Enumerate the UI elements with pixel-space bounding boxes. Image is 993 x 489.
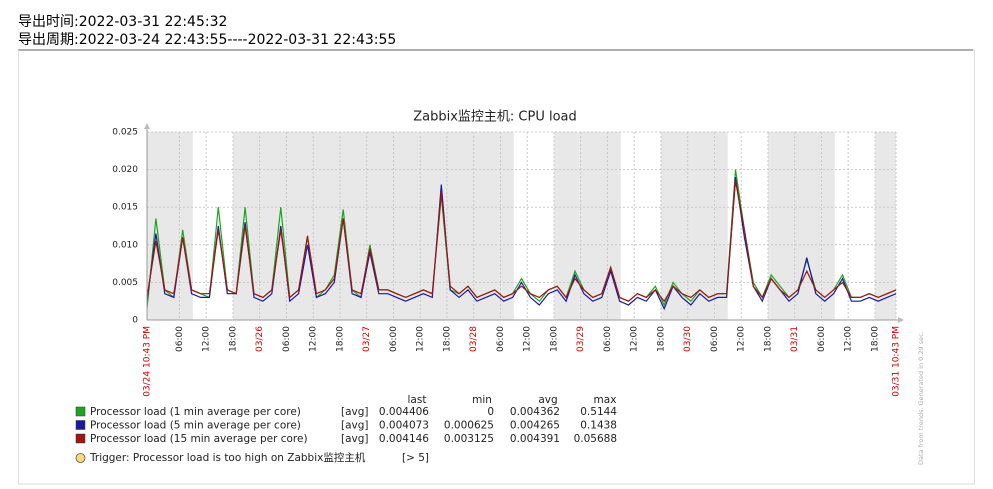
x-tick-label: 18:00 <box>335 326 345 352</box>
x-tick-label: 18:00 <box>870 326 880 352</box>
y-tick-label: 0.005 <box>112 278 138 288</box>
x-tick-label: 06:00 <box>817 326 827 352</box>
legend-max: 0.05688 <box>574 433 617 445</box>
footnote: Data from trends. Generated in 0.29 sec. <box>917 331 925 465</box>
x-tick-label: 03/24 10:43 PM <box>143 326 153 397</box>
legend-last: 0.004146 <box>379 433 429 445</box>
legend-func: [avg] <box>341 433 369 445</box>
x-tick-label: 18:00 <box>228 326 238 352</box>
x-tick-label: 03/31 <box>790 326 800 352</box>
x-arrow <box>898 317 904 323</box>
legend-func: [avg] <box>341 406 369 418</box>
x-tick-label: 06:00 <box>389 326 399 352</box>
legend-swatch <box>75 420 86 430</box>
working-time <box>834 132 875 320</box>
trigger-name: Trigger: Processor load is too high on Z… <box>89 451 366 464</box>
export-time: 导出时间:2022-03-31 22:45:32 <box>18 14 227 30</box>
legend-header: avg <box>538 394 557 406</box>
legend-avg: 0.004265 <box>510 420 560 432</box>
legend-avg: 0.004362 <box>510 406 560 418</box>
legend-name: Processor load (1 min average per core) <box>90 406 301 418</box>
x-tick-label: 03/26 <box>255 326 265 352</box>
legend-min: 0.003125 <box>444 433 494 445</box>
axes <box>144 123 904 323</box>
x-tick-label: 12:00 <box>737 326 747 352</box>
legend-header: last <box>408 394 427 406</box>
x-tick-label: 18:00 <box>763 326 773 352</box>
legend-name: Processor load (5 min average per core) <box>90 420 301 432</box>
x-tick-label: 06:00 <box>710 326 720 352</box>
working-time <box>513 132 554 320</box>
x-tick-label: 12:00 <box>630 326 640 352</box>
x-tick-label: 06:00 <box>175 326 185 352</box>
working-time <box>727 132 768 320</box>
legend-avg: 0.004391 <box>510 433 560 445</box>
legend-max: 0.1438 <box>580 420 617 432</box>
y-tick-label: 0.015 <box>112 203 138 213</box>
y-tick-label: 0 <box>132 316 138 326</box>
legend-min: 0 <box>487 406 494 418</box>
trigger-condition: [> 5] <box>402 452 429 464</box>
x-tick-label: 18:00 <box>549 326 559 352</box>
labels: 0 0.005 0.010 0.015 0.020 0.025 03/24 10:43 PM… <box>112 128 901 397</box>
lines <box>146 169 897 311</box>
legend-swatch <box>75 433 86 444</box>
legend-name: Processor load (15 min average per core) <box>90 433 308 445</box>
y-tick-label: 0.010 <box>112 240 138 250</box>
x-tick-label: 12:00 <box>523 326 533 352</box>
legend-min: 0.000625 <box>444 420 494 432</box>
legend-func: [avg] <box>341 420 369 432</box>
legend-last: 0.004073 <box>379 420 429 432</box>
x-tick-label: 06:00 <box>496 326 506 352</box>
legend-header: max <box>594 394 617 406</box>
chart-title: Zabbix监控主机: CPU load <box>413 110 577 125</box>
x-tick-label: 12:00 <box>309 326 319 352</box>
x-tick-label: 06:00 <box>282 326 292 352</box>
y-tick-label: 0.020 <box>112 165 138 175</box>
export-period: 导出周期:2022-03-24 22:43:55----2022-03-31 2… <box>18 32 396 48</box>
x-tick-label: 18:00 <box>656 326 666 352</box>
x-tick-label: 06:00 <box>603 326 613 352</box>
chart-frame <box>18 49 975 485</box>
x-tick-label: 12:00 <box>202 326 212 352</box>
working-time <box>620 132 661 320</box>
legend-max: 0.5144 <box>580 406 617 418</box>
legend-swatch <box>75 406 86 417</box>
x-tick-label: 03/28 <box>469 326 479 352</box>
x-tick-label: 12:00 <box>416 326 426 352</box>
x-tick-label: 03/30 <box>683 326 693 352</box>
x-tick-label: 18:00 <box>442 326 452 352</box>
y-tick-label: 0.025 <box>112 128 138 138</box>
legend-header: min <box>472 394 492 406</box>
trigger-icon <box>75 453 86 463</box>
legend-last: 0.004406 <box>379 406 429 418</box>
x-tick-label: 03/31 10:43 PM <box>892 326 902 397</box>
series-line <box>146 180 897 303</box>
x-tick-label: 03/29 <box>576 326 586 352</box>
legend: last min avg max Processor load (1 min avera… <box>75 331 925 465</box>
x-tick-label: 12:00 <box>844 326 854 352</box>
y-arrow <box>144 123 150 129</box>
x-tick-label: 03/27 <box>362 326 372 352</box>
